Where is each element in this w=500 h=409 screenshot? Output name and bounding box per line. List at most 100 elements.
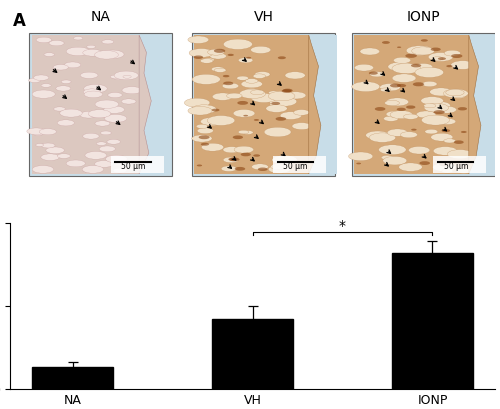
Circle shape	[451, 55, 462, 59]
Circle shape	[356, 163, 361, 165]
Circle shape	[122, 100, 136, 105]
Circle shape	[406, 54, 417, 59]
Circle shape	[254, 120, 259, 121]
Circle shape	[438, 58, 446, 61]
Circle shape	[104, 115, 127, 123]
Circle shape	[244, 89, 259, 94]
Circle shape	[285, 72, 305, 80]
Circle shape	[200, 118, 224, 126]
Circle shape	[380, 84, 400, 92]
Circle shape	[414, 64, 432, 71]
Circle shape	[27, 129, 46, 135]
Circle shape	[82, 167, 100, 173]
Circle shape	[422, 116, 450, 126]
Circle shape	[388, 63, 413, 72]
Text: IONP: IONP	[406, 10, 440, 24]
Text: 50 μm: 50 μm	[121, 162, 146, 171]
Circle shape	[212, 94, 233, 101]
Circle shape	[458, 108, 467, 111]
Circle shape	[384, 101, 400, 106]
Circle shape	[114, 72, 138, 81]
Circle shape	[411, 129, 416, 131]
Circle shape	[66, 48, 90, 56]
Circle shape	[411, 65, 421, 68]
Circle shape	[425, 130, 438, 135]
Bar	[32, 36, 139, 174]
Circle shape	[399, 164, 422, 172]
Circle shape	[444, 139, 456, 144]
Text: 50 μm: 50 μm	[284, 162, 308, 171]
Circle shape	[82, 134, 99, 140]
Circle shape	[383, 157, 407, 166]
Circle shape	[392, 64, 420, 74]
Text: NA: NA	[91, 10, 111, 24]
Circle shape	[268, 92, 279, 95]
Circle shape	[214, 69, 226, 73]
Circle shape	[416, 112, 436, 119]
Circle shape	[112, 76, 125, 81]
Circle shape	[392, 75, 416, 83]
Circle shape	[270, 164, 288, 171]
Circle shape	[268, 166, 290, 174]
Circle shape	[41, 155, 60, 161]
Circle shape	[241, 81, 262, 89]
Circle shape	[378, 146, 406, 155]
Circle shape	[95, 101, 118, 109]
Bar	[194, 36, 309, 174]
Circle shape	[424, 104, 448, 113]
Circle shape	[258, 168, 268, 171]
Circle shape	[240, 153, 251, 157]
Bar	[111, 156, 164, 173]
Circle shape	[439, 163, 450, 167]
Circle shape	[74, 38, 83, 41]
Circle shape	[194, 56, 203, 60]
Circle shape	[360, 49, 380, 56]
Bar	[434, 156, 486, 173]
Circle shape	[210, 54, 226, 60]
Circle shape	[113, 169, 126, 173]
Circle shape	[192, 106, 216, 115]
Circle shape	[84, 90, 100, 96]
Circle shape	[421, 40, 428, 43]
Circle shape	[234, 147, 254, 154]
Circle shape	[431, 134, 453, 142]
Circle shape	[60, 110, 82, 118]
Circle shape	[208, 50, 224, 56]
Circle shape	[280, 112, 301, 120]
Circle shape	[387, 130, 407, 137]
Circle shape	[214, 49, 226, 54]
Circle shape	[44, 54, 54, 57]
Circle shape	[86, 46, 96, 49]
Circle shape	[223, 82, 234, 86]
Circle shape	[226, 94, 242, 99]
Circle shape	[245, 79, 258, 84]
Circle shape	[34, 76, 49, 81]
Circle shape	[421, 97, 444, 106]
Circle shape	[250, 47, 271, 54]
Circle shape	[234, 168, 245, 171]
Circle shape	[108, 93, 122, 99]
Circle shape	[394, 58, 410, 64]
Circle shape	[107, 140, 120, 145]
Circle shape	[96, 142, 106, 146]
Circle shape	[192, 75, 220, 85]
Circle shape	[54, 108, 66, 112]
Circle shape	[32, 166, 54, 174]
Circle shape	[454, 141, 464, 145]
Circle shape	[381, 156, 393, 160]
Circle shape	[246, 58, 251, 60]
Circle shape	[375, 108, 386, 112]
Circle shape	[212, 67, 224, 72]
Circle shape	[456, 169, 471, 174]
Circle shape	[366, 132, 390, 140]
Circle shape	[250, 91, 264, 96]
Circle shape	[278, 57, 286, 60]
Circle shape	[95, 121, 110, 127]
Circle shape	[36, 144, 44, 147]
Circle shape	[204, 59, 214, 63]
Circle shape	[253, 155, 260, 157]
Text: 50 μm: 50 μm	[444, 162, 468, 171]
Circle shape	[270, 103, 284, 108]
Circle shape	[222, 84, 238, 90]
Circle shape	[223, 76, 230, 78]
